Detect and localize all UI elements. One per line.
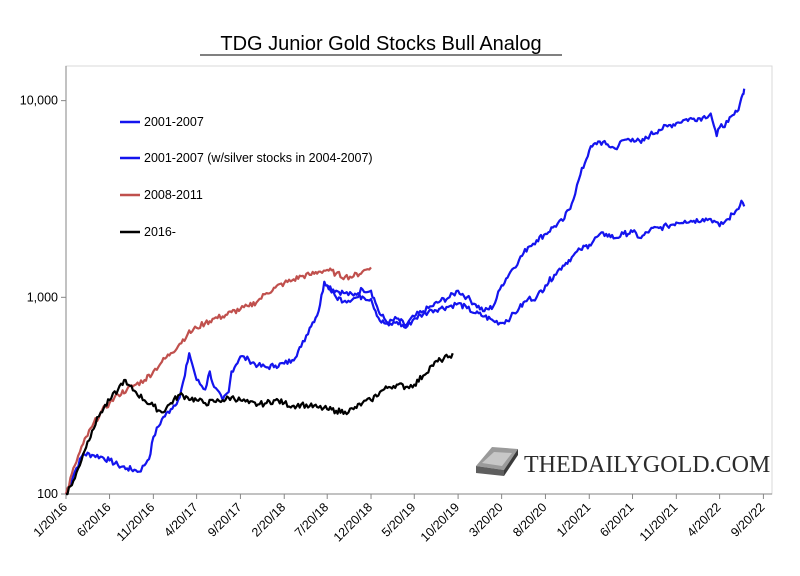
x-axis-ticks: 1/20/16 6/20/16 11/20/16 4/20/17 9/20/17 2/20…: [31, 494, 768, 545]
x-tick-label: 10/20/19: [418, 500, 462, 544]
chart-title: TDG Junior Gold Stocks Bull Analog: [220, 33, 541, 55]
y-tick-label: 100: [37, 487, 58, 501]
x-tick-label: 6/20/21: [597, 500, 636, 539]
plot-area: [65, 65, 773, 495]
x-tick-label: 2/20/18: [249, 500, 288, 539]
x-tick-label: 9/20/22: [728, 500, 767, 539]
gold-bar-icon: [476, 447, 518, 476]
x-tick-label: 1/20/21: [554, 500, 593, 539]
x-tick-label: 5/20/19: [379, 500, 418, 539]
watermark-logo: THEDAILYGOLD.COM: [476, 447, 770, 478]
series-layer: [64, 88, 746, 496]
legend-label: 2001-2007: [144, 115, 204, 129]
x-tick-label: 4/20/22: [684, 500, 723, 539]
series-line-1: [326, 199, 746, 329]
legend: 2001-2007 2001-2007 (w/silver stocks in 2…: [120, 115, 373, 239]
x-tick-label: 8/20/20: [510, 500, 549, 539]
series-line-0: [64, 88, 746, 495]
x-tick-label: 4/20/17: [161, 500, 200, 539]
x-tick-label: 11/20/21: [637, 500, 681, 544]
y-axis-ticks: 100 1,000 10,000: [20, 94, 66, 501]
watermark-text: THEDAILYGOLD.COM: [524, 452, 770, 478]
y-tick-label: 10,000: [20, 94, 58, 108]
legend-label: 2001-2007 (w/silver stocks in 2004-2007): [144, 151, 373, 165]
x-tick-label: 9/20/17: [205, 500, 244, 539]
x-tick-label: 6/20/16: [74, 500, 113, 539]
x-tick-label: 1/20/16: [31, 500, 70, 539]
series-line-3: [65, 352, 454, 496]
legend-label: 2016-: [144, 225, 176, 239]
y-tick-label: 1,000: [27, 290, 58, 304]
x-tick-label: 3/20/20: [466, 500, 505, 539]
legend-label: 2008-2011: [144, 188, 203, 202]
x-tick-label: 12/20/18: [331, 500, 375, 544]
x-tick-label: 11/20/16: [114, 500, 158, 544]
x-tick-label: 7/20/18: [292, 500, 331, 539]
